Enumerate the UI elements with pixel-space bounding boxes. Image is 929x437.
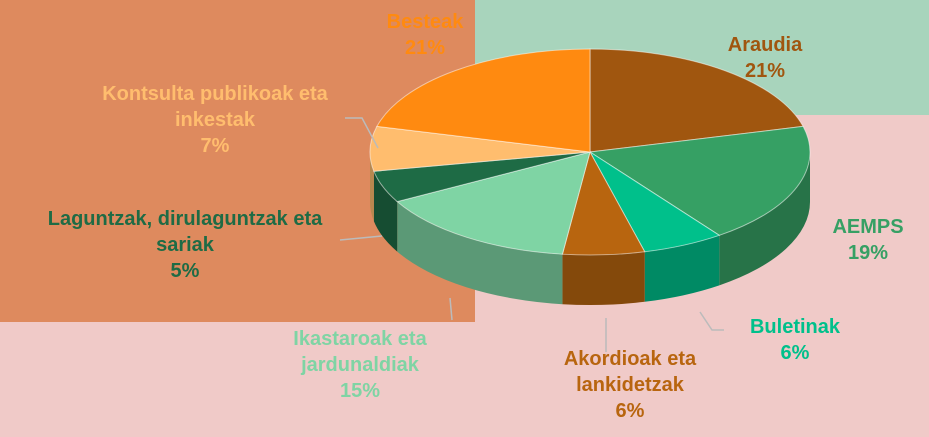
value-label: 7%	[200, 135, 230, 157]
slice	[588, 125, 811, 236]
slice	[376, 48, 591, 153]
value-label: 6%	[615, 400, 645, 422]
leader-line	[449, 297, 453, 321]
slice	[589, 48, 804, 153]
category-label: Buletinak	[749, 316, 841, 338]
value-label: 21%	[404, 37, 446, 59]
leader-line	[345, 117, 379, 149]
category-label: Besteak	[386, 11, 464, 33]
slice-label: Laguntzak, dirulaguntzak eta sariak 5%	[35, 206, 335, 284]
slice-side	[562, 251, 645, 305]
leader-line	[339, 235, 383, 241]
value-label: 21%	[744, 60, 786, 82]
slice-side	[644, 235, 720, 302]
leader-line	[699, 311, 724, 331]
category-label: Akordioak eta lankidetzak	[563, 348, 697, 396]
slice-label: Besteak 21%	[365, 9, 485, 61]
slice-label: Buletinak 6%	[725, 314, 865, 366]
category-label: Ikastaroak eta jardunaldiak	[293, 328, 427, 376]
slice-label: Kontsulta publikoak eta inkestak 7%	[70, 81, 360, 159]
value-label: 19%	[847, 242, 889, 264]
category-label: AEMPS	[832, 216, 904, 238]
slice-side	[719, 152, 810, 286]
category-label: Laguntzak, dirulaguntzak eta sariak	[47, 208, 323, 256]
slice	[396, 151, 591, 255]
value-label: 5%	[170, 260, 200, 282]
value-label: 6%	[780, 342, 810, 364]
slice-label: Ikastaroak eta jardunaldiak 15%	[255, 326, 465, 404]
slice-label: AEMPS 19%	[808, 214, 928, 266]
slice-side	[373, 171, 398, 252]
category-label: Kontsulta publikoak eta inkestak	[102, 83, 328, 131]
slice-label: Araudia 21%	[685, 32, 845, 84]
leader-lines	[339, 117, 724, 352]
value-label: 15%	[339, 380, 381, 402]
slice-label: Akordioak eta lankidetzak 6%	[530, 346, 730, 424]
category-label: Araudia	[727, 34, 803, 56]
pie	[369, 48, 811, 305]
